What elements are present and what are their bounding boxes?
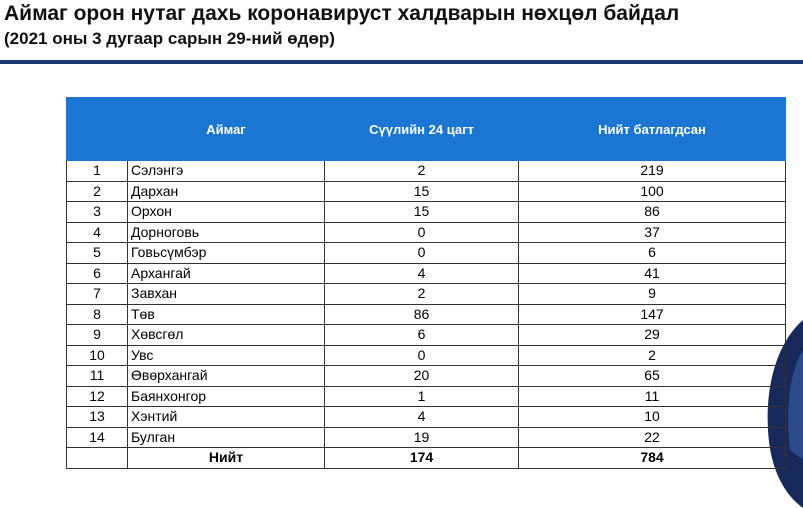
table-cell: 2: [324, 283, 519, 305]
table-cell: 15: [324, 201, 519, 223]
table-cell: 11: [518, 385, 786, 407]
table-cell: 4: [324, 406, 519, 428]
table-cell: Говьсүмбэр: [127, 242, 325, 264]
table-cell: 6: [66, 262, 128, 284]
header-cell: Аймаг: [127, 97, 325, 161]
table-row: 13 Хэнтий 4 10: [66, 406, 786, 428]
header-row: Аймаг Сүүлийн 24 цагт Нийт батлагдсан: [66, 97, 786, 161]
table-cell: 86: [518, 201, 786, 223]
table-cell: 10: [518, 406, 786, 428]
table-cell: [66, 447, 128, 469]
table-cell: Хөвсгөл: [127, 324, 325, 346]
total-cell: 784: [518, 447, 786, 469]
table-cell: 22: [518, 426, 786, 448]
table-cell: 86: [324, 303, 519, 325]
table-row: 4 Дорноговь 0 37: [66, 221, 786, 243]
table-cell: 12: [66, 385, 128, 407]
table-row: 14 Булган 19 22: [66, 426, 786, 448]
table-row: 3 Орхон 15 86: [66, 201, 786, 223]
table-cell: 0: [324, 242, 519, 264]
table-body: 1 Сэлэнгэ 2 219 2 Дархан 15 100 3 Орхон 15 86 4 Дорно…: [66, 160, 786, 469]
table-row: 9 Хөвсгөл 6 29: [66, 324, 786, 346]
total-cell: 174: [324, 447, 519, 469]
table-cell: 8: [66, 303, 128, 325]
table-cell: Төв: [127, 303, 325, 325]
table-cell: Орхон: [127, 201, 325, 223]
table-row: 5 Говьсүмбэр 0 6: [66, 242, 786, 264]
title: Аймаг орон нутаг дахь коронавируст халдв…: [4, 2, 680, 25]
table-cell: 0: [324, 221, 519, 243]
table-cell: 2: [518, 344, 786, 366]
table-cell: 147: [518, 303, 786, 325]
table-row: 11 Өвөрхангай 20 65: [66, 365, 786, 387]
table-cell: 29: [518, 324, 786, 346]
table-cell: 9: [518, 283, 786, 305]
table-cell: 15: [324, 180, 519, 202]
table-cell: 19: [324, 426, 519, 448]
table-cell: 4: [66, 221, 128, 243]
table-cell: 9: [66, 324, 128, 346]
header-cell: [66, 97, 128, 161]
table-cell: 20: [324, 365, 519, 387]
table-cell: 0: [324, 344, 519, 366]
table-row: 10 Увс 0 2: [66, 344, 786, 366]
table-cell: 2: [66, 180, 128, 202]
header-cell: Сүүлийн 24 цагт: [324, 97, 519, 161]
total-cell: Нийт: [127, 447, 325, 469]
table-cell: 3: [66, 201, 128, 223]
table-cell: 1: [66, 160, 128, 182]
table-cell: 6: [324, 324, 519, 346]
table-cell: 37: [518, 221, 786, 243]
table-row: 2 Дархан 15 100: [66, 180, 786, 202]
table-cell: Увс: [127, 344, 325, 366]
table-cell: Булган: [127, 426, 325, 448]
table-cell: 41: [518, 262, 786, 284]
table-cell: 5: [66, 242, 128, 264]
table-row: 1 Сэлэнгэ 2 219: [66, 160, 786, 182]
table-row: 12 Баянхонгор 1 11: [66, 385, 786, 407]
table-cell: Дорноговь: [127, 221, 325, 243]
table-cell: 100: [518, 180, 786, 202]
table-cell: 6: [518, 242, 786, 264]
table-cell: 7: [66, 283, 128, 305]
header-cell: Нийт батлагдсан: [518, 97, 786, 161]
table-cell: 4: [324, 262, 519, 284]
table-row: 7 Завхан 2 9: [66, 283, 786, 305]
total-row: Нийт 174 784: [66, 447, 786, 469]
table-cell: Архангай: [127, 262, 325, 284]
table-cell: Өвөрхангай: [127, 365, 325, 387]
divider: [0, 60, 803, 64]
table-cell: Дархан: [127, 180, 325, 202]
table-cell: 11: [66, 365, 128, 387]
table-cell: 219: [518, 160, 786, 182]
table-cell: 14: [66, 426, 128, 448]
table-cell: Хэнтий: [127, 406, 325, 428]
table-cell: Сэлэнгэ: [127, 160, 325, 182]
table-cell: 13: [66, 406, 128, 428]
table-row: 6 Архангай 4 41: [66, 262, 786, 284]
table-row: 8 Төв 86 147: [66, 303, 786, 325]
table-cell: 2: [324, 160, 519, 182]
subtitle: (2021 оны 3 дугаар сарын 29-ний өдөр): [4, 29, 335, 48]
table-cell: 1: [324, 385, 519, 407]
table-cell: 10: [66, 344, 128, 366]
table-cell: Завхан: [127, 283, 325, 305]
table-cell: 65: [518, 365, 786, 387]
table-cell: Баянхонгор: [127, 385, 325, 407]
